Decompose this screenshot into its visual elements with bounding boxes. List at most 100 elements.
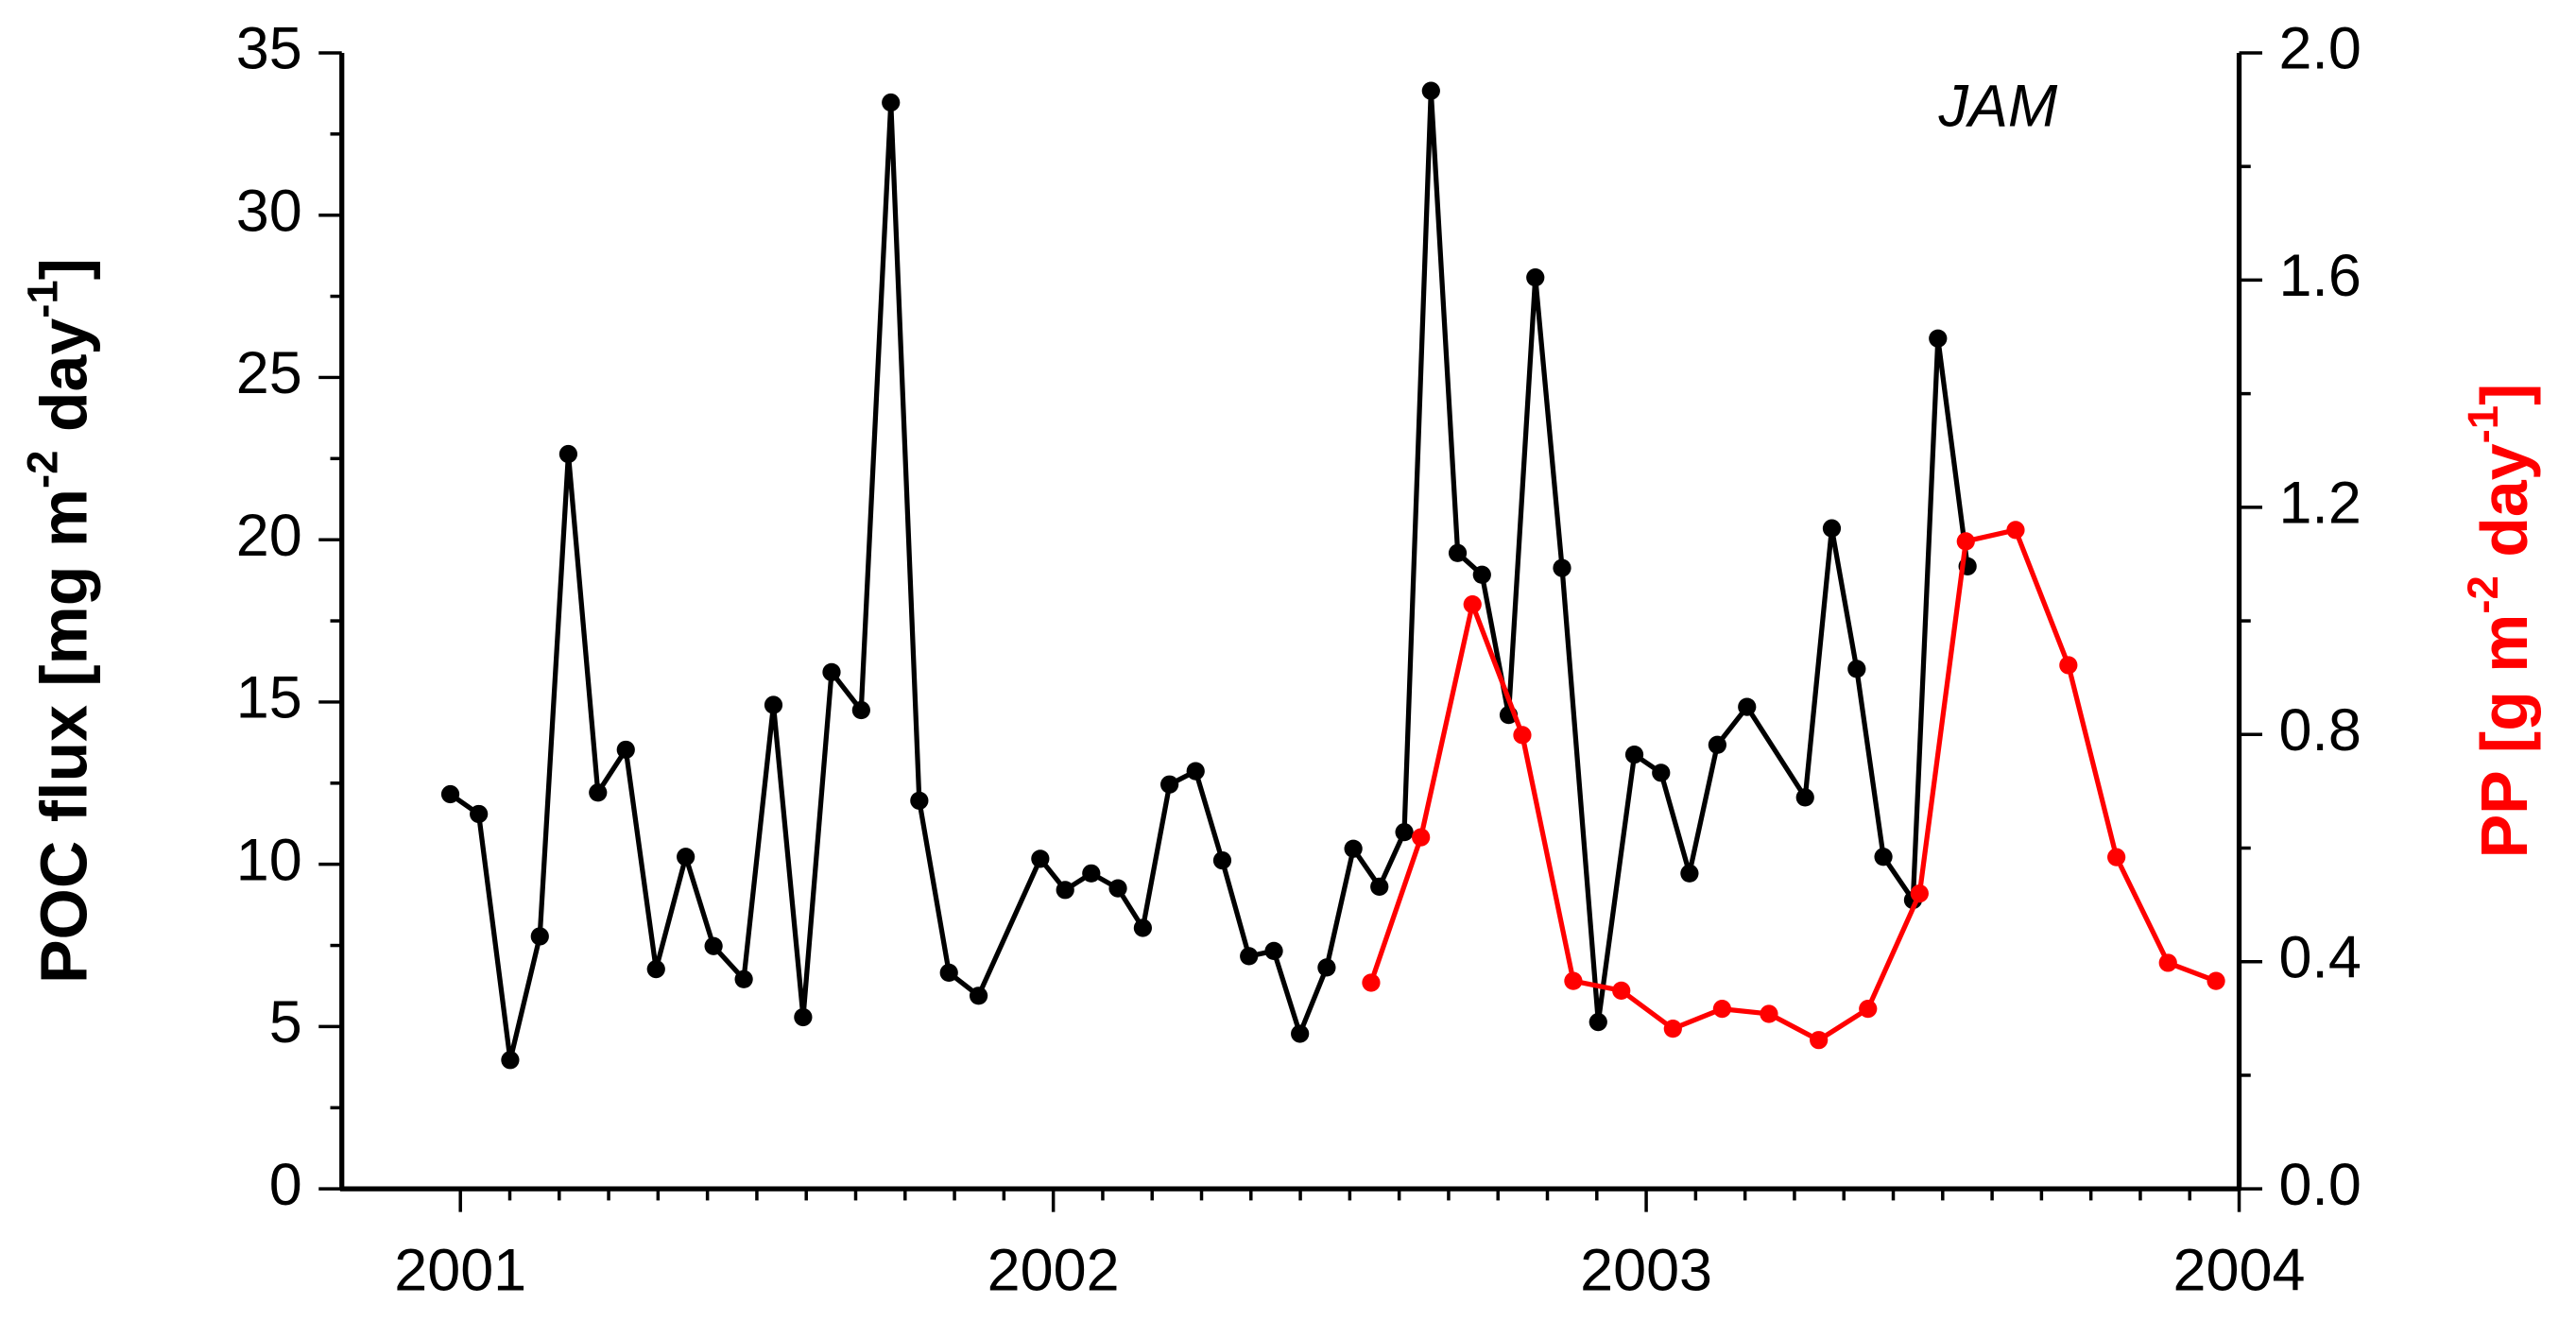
axis-title-part: ]: [2468, 384, 2542, 405]
data-point: [616, 740, 635, 760]
data-point: [969, 986, 988, 1005]
data-point: [1652, 763, 1671, 782]
data-point: [2107, 848, 2126, 866]
x-tick-label: 2001: [394, 1238, 526, 1304]
annotation: JAM: [1938, 74, 2058, 140]
y-tick-label: 30: [236, 178, 302, 244]
axis-title-part: -1: [2459, 405, 2507, 443]
data-point: [1738, 697, 1757, 716]
data-point: [1795, 788, 1814, 807]
axis-title-part: -2: [18, 451, 66, 489]
data-point: [794, 1007, 813, 1027]
data-point: [910, 791, 929, 810]
data-point: [2158, 953, 2177, 972]
x-tick-label: 2004: [2173, 1238, 2306, 1304]
y-tick-label: 10: [236, 827, 302, 893]
data-point: [1874, 848, 1893, 866]
data-point: [1448, 543, 1468, 562]
data-point: [1663, 1020, 1682, 1038]
data-point: [2207, 971, 2225, 990]
data-point: [1929, 329, 1948, 348]
data-point: [1370, 877, 1389, 896]
plot-area: [440, 81, 2225, 1070]
data-point: [1133, 918, 1152, 937]
y-axis-title: POC flux [mg m-2 day-1]: [18, 258, 101, 984]
data-point: [1412, 828, 1431, 847]
data-point: [1395, 823, 1414, 842]
data-point: [1624, 745, 1644, 764]
data-point: [1056, 881, 1074, 900]
data-point: [1589, 1013, 1607, 1032]
data-point: [704, 936, 723, 955]
data-point: [1956, 532, 1975, 551]
data-point: [2059, 656, 2078, 675]
data-point: [1472, 565, 1491, 584]
y2-tick-label: 0.4: [2278, 924, 2361, 990]
y-tick-label: 25: [236, 340, 302, 406]
data-point: [882, 93, 901, 112]
data-point: [589, 783, 608, 802]
data-point: [1564, 971, 1583, 990]
data-point: [1822, 519, 1842, 538]
data-point: [1264, 941, 1283, 961]
data-point: [558, 444, 578, 464]
data-point: [1526, 268, 1545, 287]
data-point: [1160, 775, 1179, 794]
series-line: [449, 88, 1970, 1063]
data-point: [1810, 1031, 1829, 1050]
axis-title-part: day: [27, 318, 101, 451]
data-point: [1463, 595, 1482, 614]
data-point: [1708, 735, 1726, 754]
data-point: [1859, 1000, 1878, 1019]
data-point: [822, 662, 841, 681]
data-point: [1847, 660, 1866, 678]
data-point: [530, 927, 549, 946]
data-point: [1291, 1024, 1310, 1043]
y2-tick-label: 1.6: [2278, 243, 2361, 309]
y-tick-label: 0: [269, 1152, 302, 1218]
axis-title-part: -2: [2459, 575, 2507, 613]
y-tick-label: 15: [236, 665, 302, 731]
y2-tick-label: 1.2: [2278, 470, 2361, 536]
axis-title-part: day: [2468, 443, 2542, 575]
data-point: [1082, 864, 1101, 883]
y2-tick-label: 0.0: [2278, 1152, 2361, 1218]
y2-axis-title: PP [g m-2 day-1]: [2459, 384, 2542, 859]
data-point: [764, 695, 783, 714]
data-point: [1240, 947, 1259, 966]
data-point: [1317, 958, 1336, 977]
y2-tick-label: 2.0: [2278, 16, 2361, 82]
axis-title-part: POC flux [mg m: [27, 489, 101, 984]
data-point: [1712, 1000, 1732, 1019]
axis-title-part: -1: [18, 280, 66, 317]
data-point: [677, 848, 696, 866]
x-tick-label: 2003: [1580, 1238, 1712, 1304]
data-point: [646, 960, 665, 979]
data-point: [1760, 1004, 1778, 1023]
y-tick-label: 5: [269, 989, 302, 1055]
data-point: [501, 1051, 520, 1070]
axis-title-part: ]: [27, 258, 101, 280]
data-point: [1612, 981, 1631, 1001]
data-point: [1553, 558, 1571, 577]
data-point: [1108, 879, 1127, 898]
data-point: [1362, 973, 1381, 992]
data-point: [1680, 864, 1699, 883]
y-tick-label: 20: [236, 503, 302, 569]
data-point: [851, 700, 870, 720]
data-point: [1421, 81, 1440, 100]
data-point: [470, 804, 489, 824]
series-line: [1368, 527, 2217, 1043]
data-point: [734, 969, 753, 988]
data-point: [939, 963, 958, 983]
y2-tick-label: 0.8: [2278, 697, 2361, 763]
data-point: [1910, 884, 1929, 903]
data-point: [1031, 849, 1050, 868]
data-point: [440, 784, 460, 804]
y-tick-label: 35: [236, 16, 302, 82]
axis-title-part: PP [g m: [2468, 614, 2542, 859]
data-point: [1344, 839, 1363, 858]
x-tick-label: 2002: [987, 1238, 1120, 1304]
